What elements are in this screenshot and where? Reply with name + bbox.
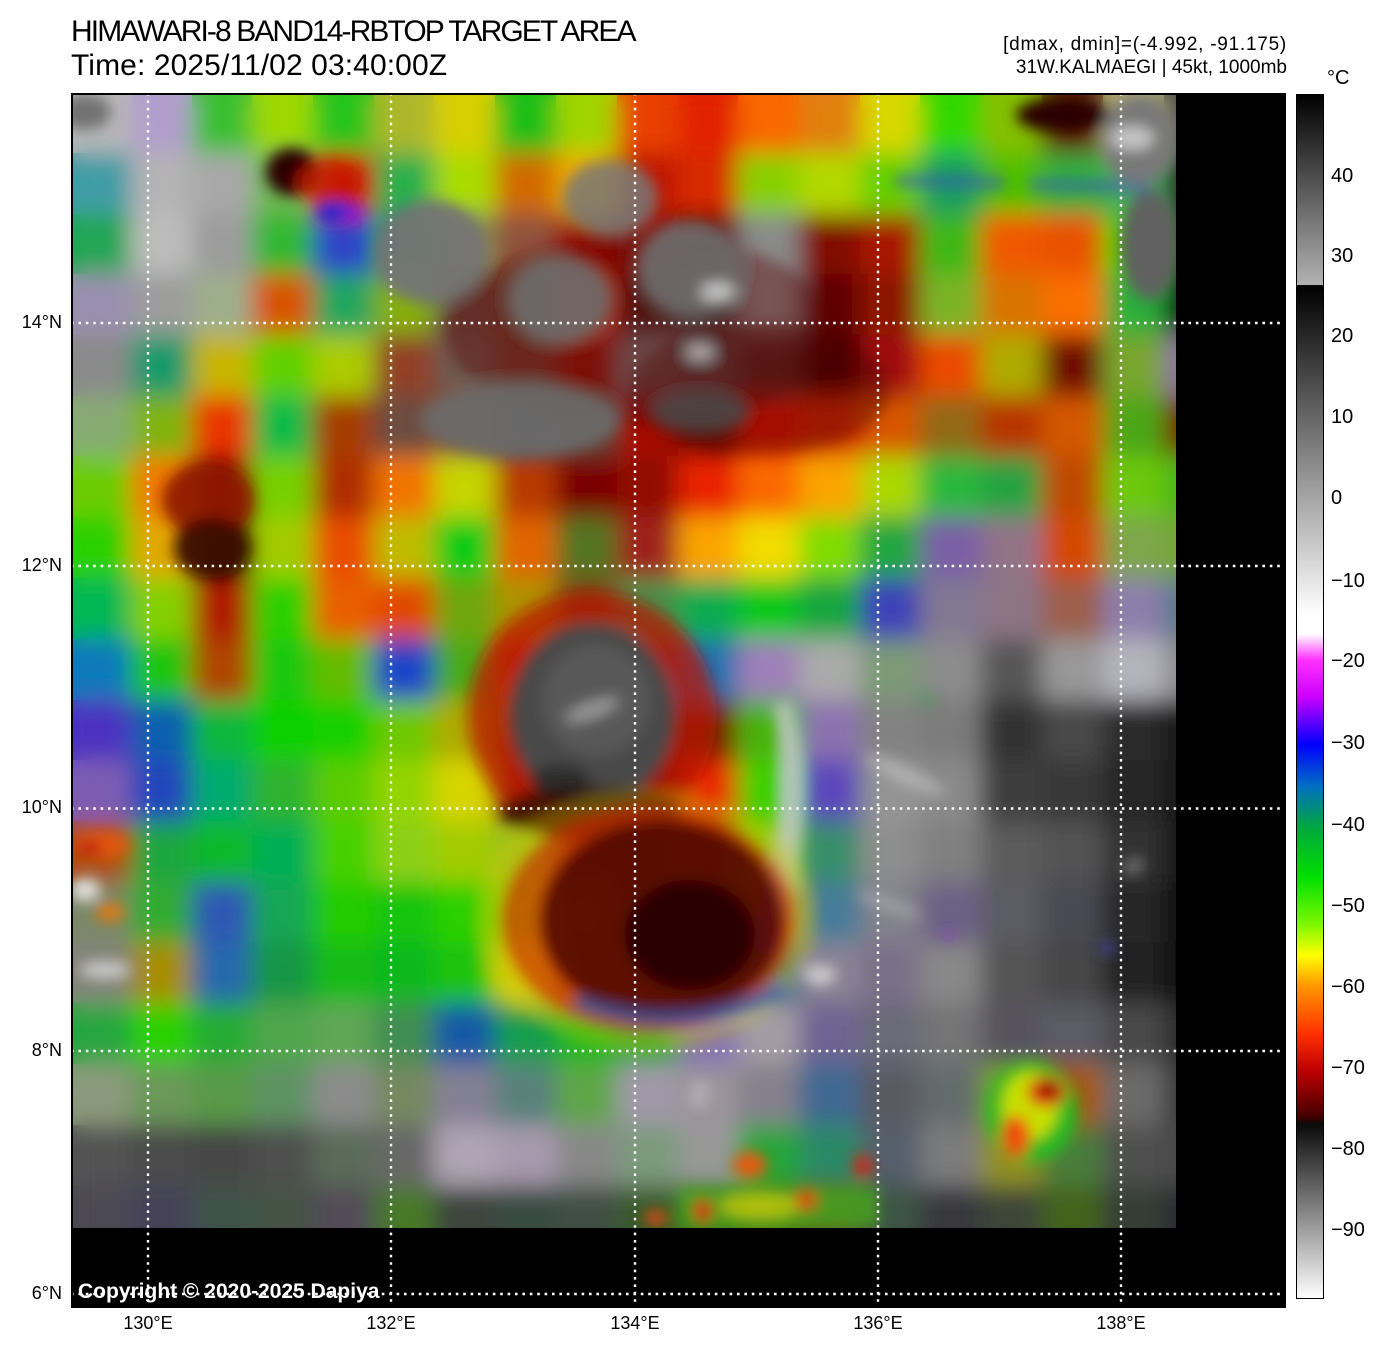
svg-text:Copyright © 2020-2025 Dapiya: Copyright © 2020-2025 Dapiya: [78, 1280, 380, 1303]
